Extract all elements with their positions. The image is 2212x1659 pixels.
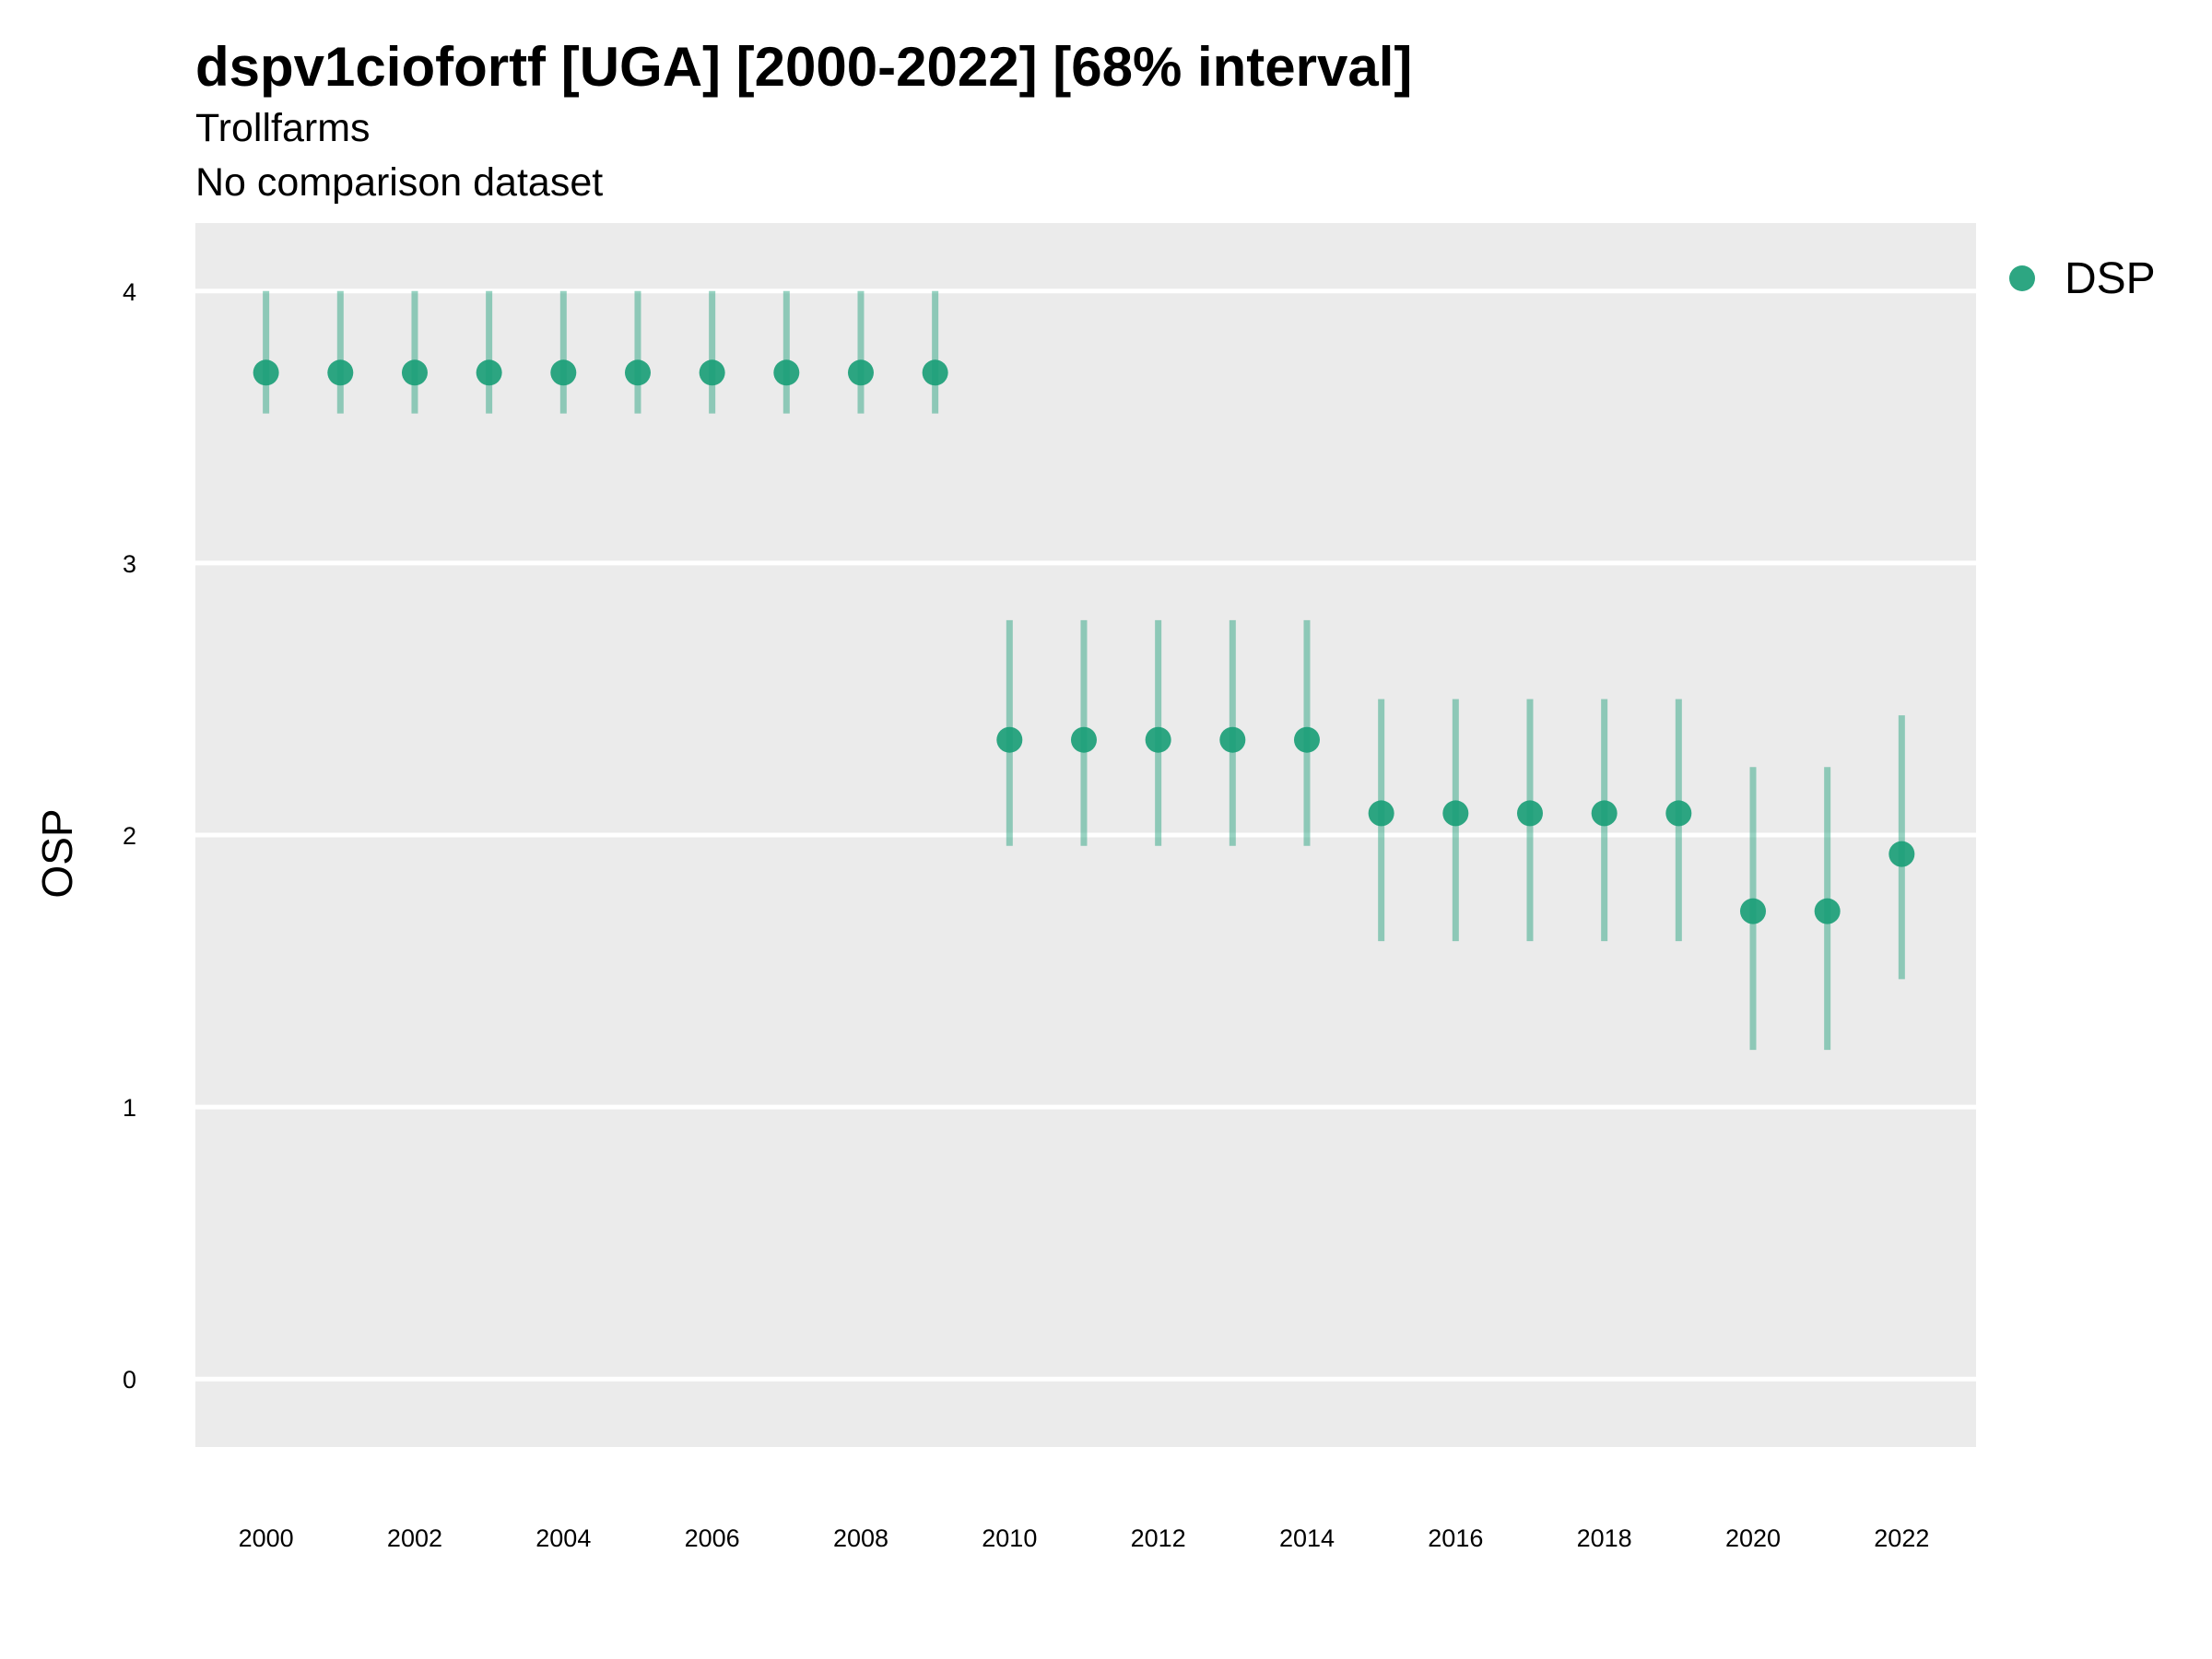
point-dsp-2012 xyxy=(1145,726,1171,753)
x-tick-label-2020: 2020 xyxy=(1725,1524,1781,1552)
point-dsp-2007 xyxy=(773,359,800,386)
y-tick-label-3: 3 xyxy=(123,550,136,578)
x-tick-label-2004: 2004 xyxy=(535,1524,591,1552)
legend-label-dsp: DSP xyxy=(2065,254,2156,303)
x-tick-label-2000: 2000 xyxy=(239,1524,294,1552)
y-axis-ticks: 0 1 2 3 4 xyxy=(123,278,136,1394)
point-dsp-2017 xyxy=(1516,800,1543,827)
y-tick-label-1: 1 xyxy=(123,1094,136,1122)
x-tick-label-2022: 2022 xyxy=(1874,1524,1929,1552)
x-tick-label-2010: 2010 xyxy=(982,1524,1037,1552)
gridlines xyxy=(195,288,1976,1382)
point-dsp-2003 xyxy=(476,359,502,386)
x-tick-label-2008: 2008 xyxy=(833,1524,888,1552)
data-points xyxy=(253,359,1915,924)
point-dsp-2020 xyxy=(1739,898,1766,924)
point-dsp-2013 xyxy=(1219,726,1246,753)
y-tick-label-4: 4 xyxy=(123,278,136,306)
point-dsp-2011 xyxy=(1070,726,1097,753)
chart-subtitle: Trollfarms xyxy=(195,106,371,150)
x-tick-label-2016: 2016 xyxy=(1428,1524,1483,1552)
chart-caption: No comparison dataset xyxy=(195,160,604,205)
point-dsp-2000 xyxy=(253,359,279,386)
point-dsp-2019 xyxy=(1665,800,1692,827)
y-tick-label-0: 0 xyxy=(123,1366,136,1394)
legend: DSP xyxy=(2009,254,2156,303)
point-dsp-2010 xyxy=(996,726,1023,753)
point-dsp-2002 xyxy=(401,359,428,386)
x-tick-label-2012: 2012 xyxy=(1131,1524,1186,1552)
point-dsp-2014 xyxy=(1293,726,1320,753)
point-dsp-2018 xyxy=(1591,800,1618,827)
point-dsp-2022 xyxy=(1888,841,1915,867)
legend-marker-dsp xyxy=(2009,265,2035,291)
point-dsp-2016 xyxy=(1442,800,1469,827)
point-dsp-2001 xyxy=(327,359,354,386)
point-dsp-2008 xyxy=(847,359,874,386)
point-dsp-2006 xyxy=(699,359,725,386)
point-dsp-2009 xyxy=(922,359,948,386)
x-tick-label-2018: 2018 xyxy=(1577,1524,1632,1552)
y-tick-label-2: 2 xyxy=(123,822,136,850)
point-dsp-2005 xyxy=(624,359,651,386)
y-axis-title: OSP xyxy=(33,808,81,898)
x-axis-ticks: 2000 2002 2004 2006 2008 2010 2012 2014 2016 2018… xyxy=(239,1524,1930,1552)
point-dsp-2015 xyxy=(1368,800,1394,827)
x-tick-label-2014: 2014 xyxy=(1279,1524,1335,1552)
point-dsp-2004 xyxy=(550,359,577,386)
point-dsp-2021 xyxy=(1814,898,1841,924)
x-tick-label-2002: 2002 xyxy=(387,1524,442,1552)
x-tick-label-2006: 2006 xyxy=(685,1524,740,1552)
chart-title: dspv1ciofortf [UGA] [2000-2022] [68% int… xyxy=(195,36,1413,98)
